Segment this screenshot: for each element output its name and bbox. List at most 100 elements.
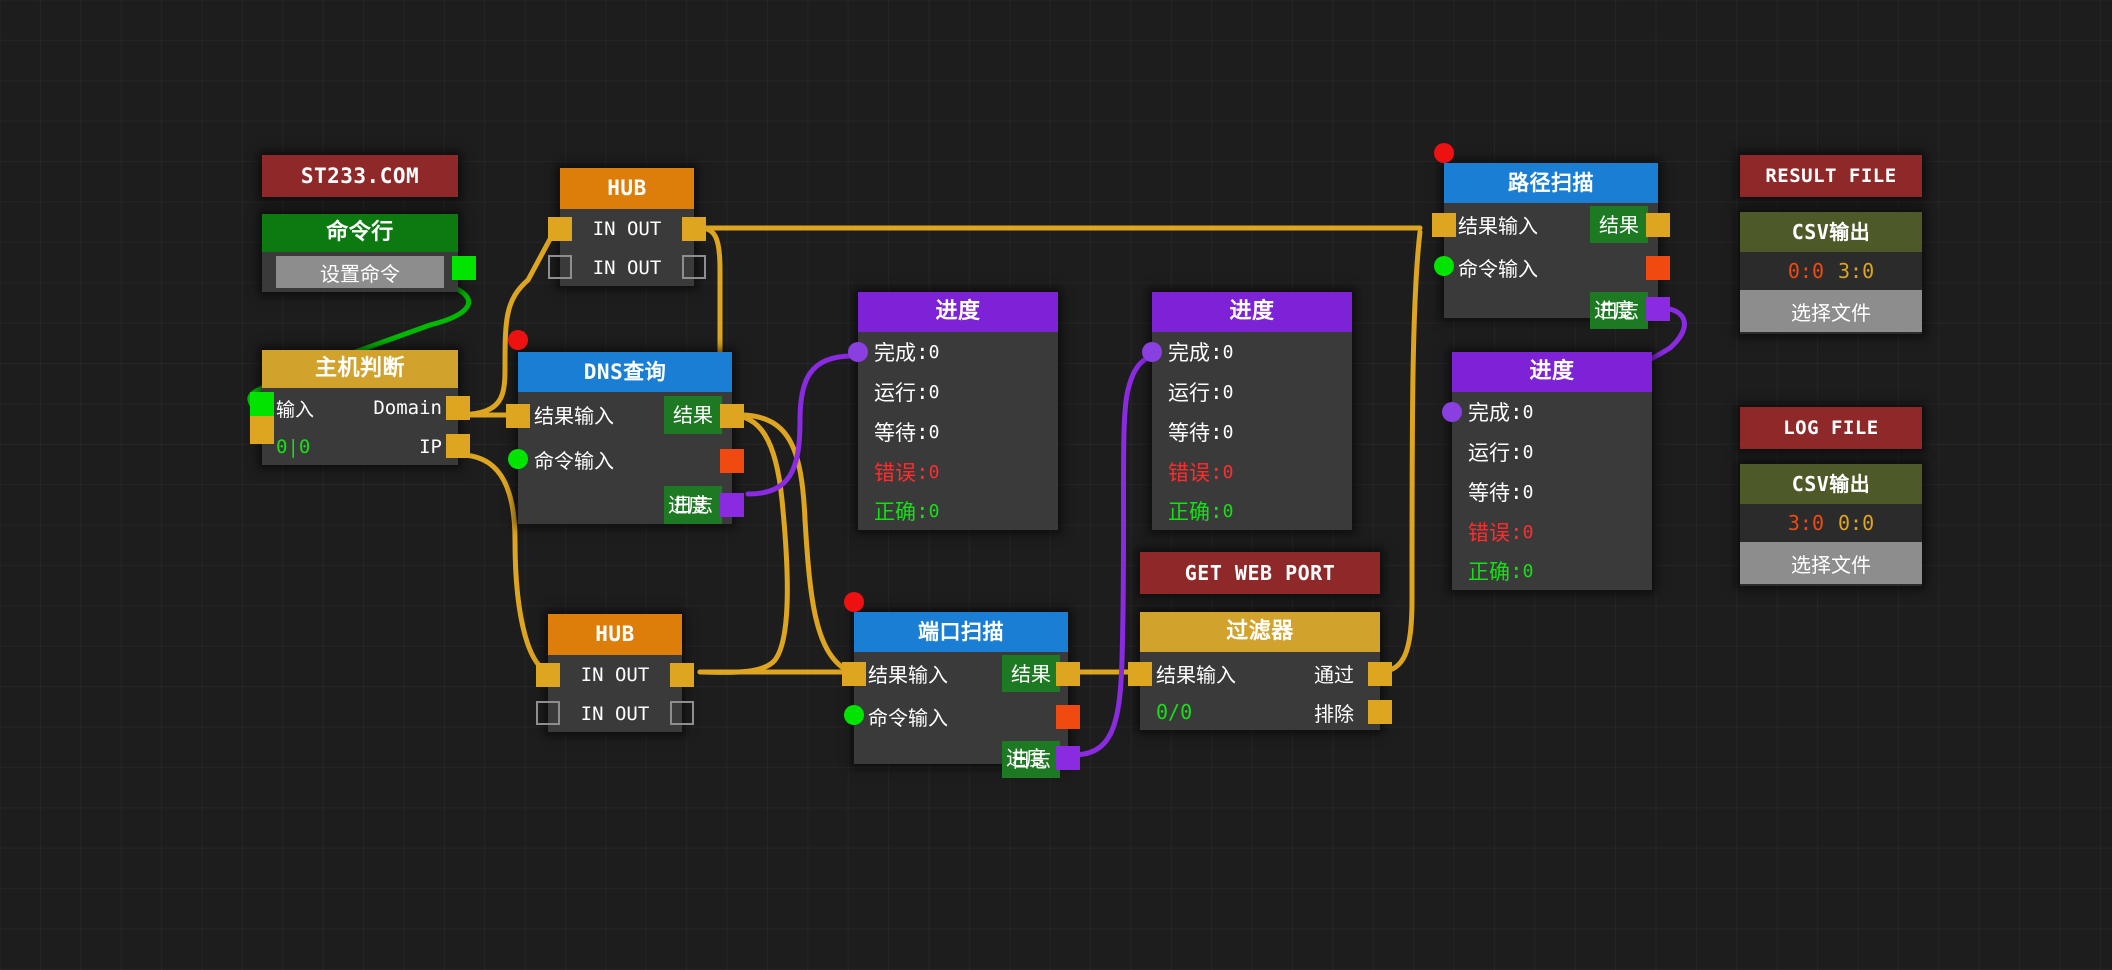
- progress-2-input-port[interactable]: [1142, 342, 1162, 362]
- host-check-domain-output-port[interactable]: [446, 396, 470, 420]
- dns-command-input-label: 命令输入: [534, 449, 614, 473]
- hub-top-in-port-1[interactable]: [548, 217, 572, 241]
- node-dns-query[interactable]: DNS查询 结果输入 结果 命令输入 日志 进度: [506, 330, 744, 524]
- progress-row: 完成 : 0: [1168, 332, 1352, 372]
- port-scan-row-progress: 进度: [854, 737, 1068, 775]
- dns-row-result: 结果输入 结果: [518, 392, 732, 437]
- node-filter[interactable]: 过滤器 结果输入 通过 0/0 排除: [1128, 612, 1392, 730]
- filter-result-input-label: 结果输入: [1156, 662, 1236, 687]
- node-progress-1[interactable]: 进度 完成 : 0 运行 : 0 等待 : 0 错误 : 0: [848, 292, 1058, 530]
- port-scan-result-chip[interactable]: 结果: [1002, 655, 1060, 692]
- port-scan-row-result: 结果输入 结果: [854, 652, 1068, 695]
- port-scan-log-output-port[interactable]: [1056, 705, 1080, 729]
- dns-log-output-port[interactable]: [720, 449, 744, 473]
- node-host-check[interactable]: 主机判断 输入 Domain 0|0 IP: [250, 350, 470, 465]
- node-title-filter: 过滤器: [1140, 612, 1380, 652]
- dns-result-chip[interactable]: 结果: [664, 396, 722, 434]
- port-scan-log-chip[interactable]: 日志: [1002, 741, 1060, 778]
- port-scan-command-input-label: 命令输入: [868, 705, 948, 730]
- node-title-progress-2: 进度: [1152, 292, 1352, 332]
- progress-row: 正确 : 0: [1468, 552, 1652, 590]
- node-label-get-web-port[interactable]: GET WEB PORT: [1140, 552, 1380, 594]
- progress-row: 正确 : 0: [874, 492, 1058, 530]
- command-output-port[interactable]: [452, 256, 476, 280]
- port-scan-result-input-port[interactable]: [842, 662, 866, 686]
- node-progress-2[interactable]: 进度 完成 : 0 运行 : 0 等待 : 0 错误 : 0: [1142, 292, 1352, 530]
- port-scan-result-input-label: 结果输入: [868, 663, 948, 687]
- filter-pass-output-port[interactable]: [1368, 662, 1392, 686]
- node-hub-top[interactable]: HUB IN OUT IN OUT: [548, 168, 706, 286]
- dns-status-indicator: [508, 330, 528, 350]
- hub-bottom-out-port-2[interactable]: [670, 701, 694, 725]
- node-progress-3[interactable]: 进度 完成 : 0 运行 : 0 等待 : 0 错误 : 0: [1442, 352, 1652, 590]
- progress-row-value: 0: [1222, 500, 1234, 522]
- dns-command-input-port[interactable]: [508, 449, 528, 469]
- path-scan-command-input-port[interactable]: [1434, 256, 1454, 276]
- progress-row-label: 完成: [1468, 401, 1510, 425]
- node-label-log-file[interactable]: LOG FILE: [1740, 407, 1922, 449]
- path-scan-result-chip[interactable]: 结果: [1590, 206, 1648, 243]
- path-scan-result-input-port[interactable]: [1432, 213, 1456, 237]
- progress-row-value: 0: [1222, 421, 1234, 443]
- progress-row: 完成 : 0: [1468, 392, 1652, 432]
- host-check-result-input-port[interactable]: [250, 416, 274, 444]
- progress-row: 运行 : 0: [1468, 432, 1652, 472]
- progress-row-label: 错误: [1468, 521, 1510, 545]
- progress-1-rows: 完成 : 0 运行 : 0 等待 : 0 错误 : 0 正确 :: [848, 332, 1058, 530]
- node-label-result-file[interactable]: RESULT FILE: [1740, 155, 1922, 197]
- progress-row-value: 0: [1522, 560, 1534, 582]
- progress-row-label: 完成: [1168, 341, 1210, 365]
- node-path-scan[interactable]: 路径扫描 结果输入 结果 命令输入 日志 进度: [1432, 143, 1670, 329]
- path-scan-progress-label: 进度: [1594, 297, 1634, 322]
- path-scan-result-input-label: 结果输入: [1458, 214, 1538, 238]
- path-scan-result-output-port[interactable]: [1646, 213, 1670, 237]
- progress-3-rows: 完成 : 0 运行 : 0 等待 : 0 错误 : 0 正确 :: [1442, 392, 1652, 590]
- hub-top-in-port-2[interactable]: [548, 255, 572, 279]
- node-port-scan[interactable]: 端口扫描 结果输入 结果 命令输入 日志 进度: [842, 592, 1080, 778]
- host-check-ip-output-port[interactable]: [446, 434, 470, 458]
- progress-1-input-port[interactable]: [848, 342, 868, 362]
- progress-row-sep: :: [916, 420, 929, 444]
- node-label-st233[interactable]: ST233.COM: [262, 155, 458, 197]
- port-scan-command-input-port[interactable]: [844, 705, 864, 725]
- path-scan-row-progress: 进度: [1444, 288, 1658, 328]
- path-scan-log-output-port[interactable]: [1646, 256, 1670, 280]
- node-title-path-scan: 路径扫描: [1444, 163, 1658, 203]
- node-hub-bottom[interactable]: HUB IN OUT IN OUT: [536, 614, 694, 732]
- filter-exclude-output-port[interactable]: [1368, 700, 1392, 724]
- csv-result-choose-file-button[interactable]: 选择文件: [1740, 290, 1922, 332]
- port-scan-result-output-port[interactable]: [1056, 662, 1080, 686]
- progress-3-input-port[interactable]: [1442, 402, 1462, 422]
- dns-result-output-port[interactable]: [720, 404, 744, 428]
- hub-bottom-out-port-1[interactable]: [670, 663, 694, 687]
- progress-row-value: 0: [1522, 521, 1534, 543]
- dns-result-input-port[interactable]: [506, 404, 530, 428]
- node-csv-output-log[interactable]: CSV输出 3:0 0:0 选择文件: [1740, 464, 1922, 586]
- progress-row-value: 0: [1522, 441, 1534, 463]
- node-command-line[interactable]: 命令行 设置命令: [262, 214, 476, 292]
- progress-row: 错误 : 0: [1468, 512, 1652, 552]
- progress-row-sep: :: [916, 380, 929, 404]
- filter-row-exclude: 0/0 排除: [1140, 694, 1380, 730]
- path-scan-progress-output-port[interactable]: [1646, 297, 1670, 321]
- csv-log-choose-file-button[interactable]: 选择文件: [1740, 542, 1922, 584]
- node-csv-output-result[interactable]: CSV输出 0:0 3:0 选择文件: [1740, 212, 1922, 334]
- progress-row-label: 正确: [874, 500, 916, 524]
- hub-bottom-in-port-2[interactable]: [536, 701, 560, 725]
- progress-row-sep: :: [1510, 400, 1523, 424]
- dns-progress-output-port[interactable]: [720, 493, 744, 517]
- path-scan-log-chip[interactable]: 日志: [1590, 292, 1648, 329]
- set-command-button[interactable]: 设置命令: [276, 256, 444, 288]
- progress-row-label: 运行: [1168, 381, 1210, 405]
- host-check-command-input-port[interactable]: [250, 392, 274, 416]
- host-check-row-domain: 输入 Domain: [262, 388, 458, 428]
- dns-log-chip[interactable]: 日志: [664, 486, 722, 524]
- hub-top-out-port-2[interactable]: [682, 255, 706, 279]
- node-title-hub-bottom: HUB: [548, 614, 682, 655]
- port-scan-progress-output-port[interactable]: [1056, 746, 1080, 770]
- filter-result-input-port[interactable]: [1128, 662, 1152, 686]
- hub-top-out-port-1[interactable]: [682, 217, 706, 241]
- progress-row-value: 0: [928, 500, 940, 522]
- hub-bottom-in-port-1[interactable]: [536, 663, 560, 687]
